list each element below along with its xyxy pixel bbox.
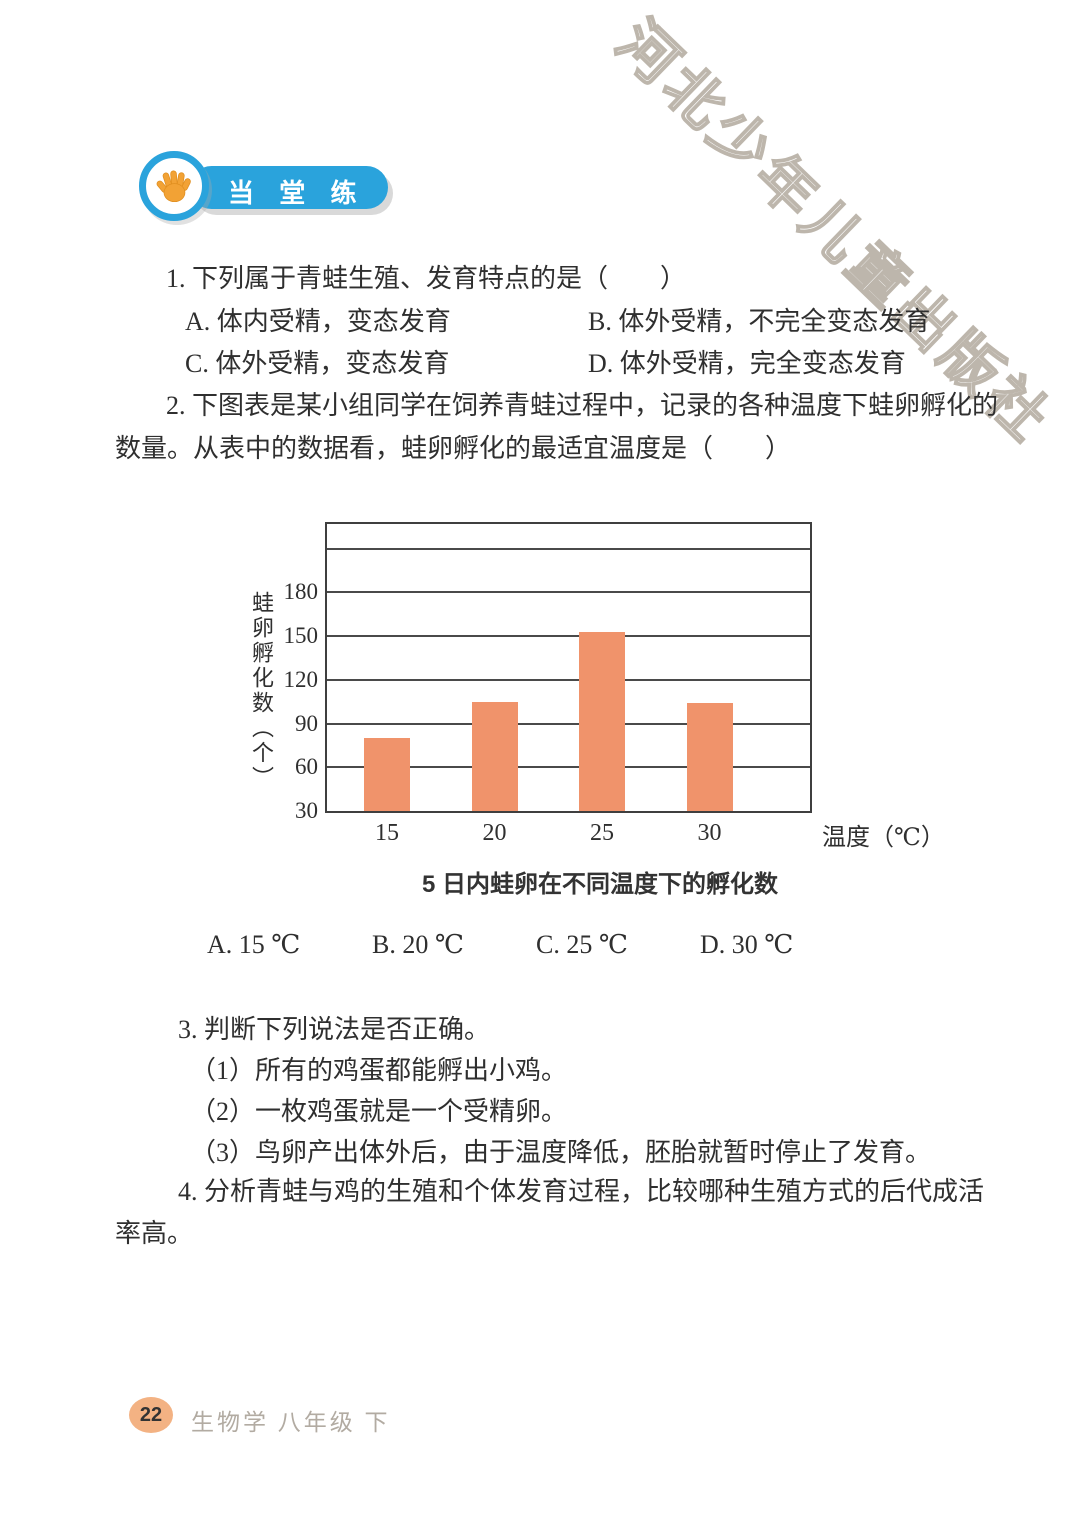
y-axis-ticks: 30 60 90 120 150 180 <box>234 522 319 823</box>
question-option: D. 30 ℃ <box>700 930 794 959</box>
question-option: C. 25 ℃ <box>536 930 628 959</box>
question-4-stem-line2: 率高。 <box>115 1219 194 1248</box>
chart-gridline <box>327 591 810 594</box>
x-axis-label: 温度（℃） <box>822 825 945 851</box>
question-option: A. 15 ℃ <box>207 930 301 959</box>
chart-caption: 5 日内蛙卵在不同温度下的孵化数 <box>421 871 779 898</box>
chart-gridline <box>327 678 810 681</box>
section-badge-label: 当 堂 练 <box>228 178 366 208</box>
question-option: D. 体外受精，完全变态发育 <box>588 349 906 378</box>
chart-bar <box>471 701 518 811</box>
chart-gridline <box>327 547 810 550</box>
question-3-stem: 3. 判断下列说法是否正确。 <box>178 1015 491 1044</box>
question-sub-item: （2）一枚鸡蛋就是一个受精卵。 <box>190 1097 568 1126</box>
y-axis-tick-label: 90 <box>295 710 318 736</box>
question-sub-item: （3）鸟卵产出体外后，由于温度降低，胚胎就暂时停止了发育。 <box>190 1138 932 1167</box>
x-axis-tick-label: 30 <box>697 820 722 846</box>
x-axis-tick-label: 25 <box>590 820 614 846</box>
question-option: B. 体外受精，不完全变态发育 <box>588 307 931 336</box>
y-axis-tick-label: 120 <box>283 666 319 692</box>
y-axis-tick-label: 150 <box>283 623 319 649</box>
y-axis-tick-label: 30 <box>295 798 318 823</box>
question-2-stem-line1: 2. 下图表是某小组同学在饲养青蛙过程中，记录的各种温度下蛙卵孵化的 <box>166 391 999 420</box>
hand-icon <box>155 167 193 205</box>
book-title: 生物学 八年级 下 <box>191 1410 391 1435</box>
y-axis-tick-label: 180 <box>283 579 319 605</box>
chart-bar <box>364 738 410 811</box>
page-number-badge: 22 <box>129 1397 173 1433</box>
question-1-stem: 1. 下列属于青蛙生殖、发育特点的是（ ） <box>166 264 687 293</box>
chart-gridline <box>327 635 810 638</box>
question-2-stem-line2: 数量。从表中的数据看，蛙卵孵化的最适宜温度是（ ） <box>115 434 792 463</box>
question-4-stem-line1: 4. 分析青蛙与鸡的生殖和个体发育过程，比较哪种生殖方式的后代成活 <box>178 1177 985 1206</box>
question-option: C. 体外受精，变态发育 <box>185 349 450 378</box>
x-axis-tick-label: 15 <box>375 820 399 846</box>
question-option: A. 体内受精，变态发育 <box>185 307 451 336</box>
y-axis-label: 蛙卵孵化数（个） <box>249 591 274 791</box>
section-badge-circle <box>139 151 209 221</box>
chart-bar <box>579 631 625 811</box>
section-badge: 当 堂 练 <box>190 166 388 209</box>
x-axis-ticks: 15 20 25 30 <box>325 820 812 850</box>
x-axis-tick-label: 20 <box>482 820 507 846</box>
y-axis-tick-label: 60 <box>295 754 318 780</box>
chart-gridline <box>327 722 810 725</box>
chart-bar <box>686 703 733 811</box>
question-sub-item: （1）所有的鸡蛋都能孵出小鸡。 <box>190 1056 568 1085</box>
question-option: B. 20 ℃ <box>372 930 464 959</box>
chart-gridline <box>327 766 810 769</box>
chart-plot-area <box>325 522 812 813</box>
